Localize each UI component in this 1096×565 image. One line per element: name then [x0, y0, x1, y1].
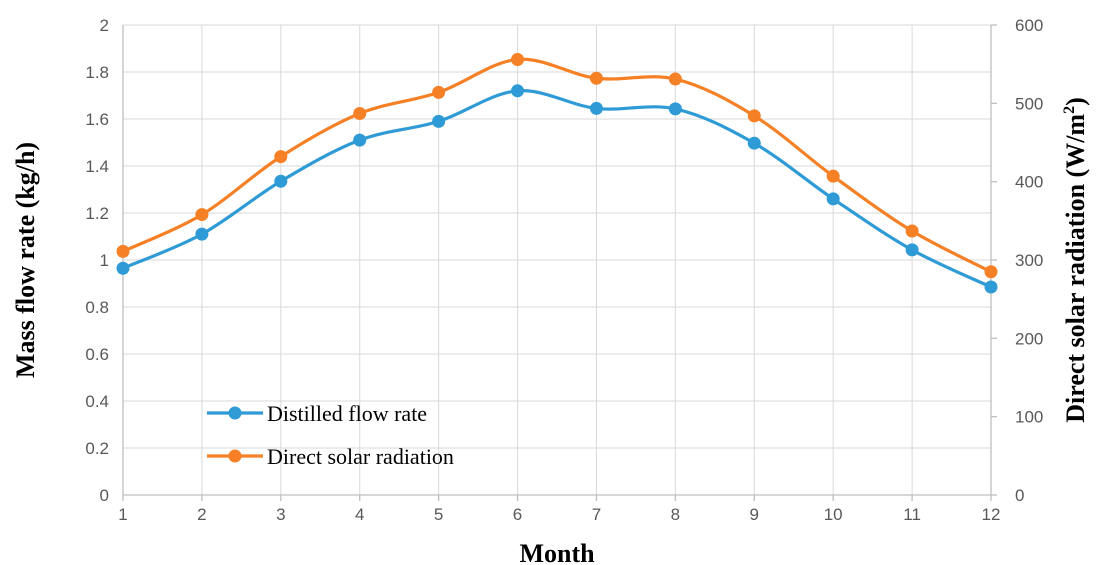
- legend-marker-direct-solar-radiation: [228, 449, 242, 463]
- data-point-distilled-flow-rate: [353, 133, 367, 147]
- y2-tick-label: 300: [1015, 251, 1043, 270]
- data-point-distilled-flow-rate: [747, 136, 761, 150]
- y-tick-label: 1.6: [85, 110, 109, 129]
- data-point-distilled-flow-rate: [826, 192, 840, 206]
- y2-axis-title-end: ): [1061, 97, 1090, 106]
- x-tick-label: 12: [982, 505, 1001, 524]
- y-tick-label: 0.4: [85, 392, 109, 411]
- legend-label-direct-solar-radiation: Direct solar radiation: [267, 444, 454, 469]
- data-point-direct-solar-radiation: [826, 169, 840, 183]
- data-point-distilled-flow-rate: [905, 243, 919, 257]
- series-line-direct-solar-radiation: [122, 57, 992, 274]
- legend-marker-distilled-flow-rate: [228, 406, 242, 420]
- y2-axis-title-main: Direct solar radiation (W/m: [1061, 114, 1090, 423]
- y-tick-label: 1.8: [85, 63, 109, 82]
- x-tick-label: 3: [276, 505, 285, 524]
- x-tick-label: 10: [824, 505, 843, 524]
- data-point-direct-solar-radiation: [511, 52, 525, 66]
- data-point-direct-solar-radiation: [589, 71, 603, 85]
- data-point-distilled-flow-rate: [589, 101, 603, 115]
- y-tick-label: 0.6: [85, 345, 109, 364]
- data-point-direct-solar-radiation: [274, 150, 288, 164]
- data-point-distilled-flow-rate: [274, 174, 288, 188]
- data-point-distilled-flow-rate: [984, 280, 998, 294]
- y-tick-label: 1: [100, 251, 109, 270]
- legend: Distilled flow rate Direct solar radiatio…: [207, 401, 454, 469]
- grid-lines: [123, 24, 991, 495]
- data-point-distilled-flow-rate: [116, 261, 130, 275]
- y2-axis-title: Direct solar radiation (W/m2): [1061, 97, 1090, 423]
- y-tick-label: 1.2: [85, 204, 109, 223]
- y2-tick-label: 500: [1015, 94, 1043, 113]
- legend-label-distilled-flow-rate: Distilled flow rate: [267, 401, 427, 426]
- series-line-distilled-flow-rate: [122, 89, 992, 289]
- data-point-distilled-flow-rate: [511, 84, 525, 98]
- y-tick-label: 1.4: [85, 157, 109, 176]
- tick-labels: 00.20.40.60.811.21.41.61.821 2 3 4 5 6 7 8 9 10 11…: [85, 16, 1043, 524]
- y-tick-label: 0: [100, 486, 109, 505]
- data-point-direct-solar-radiation: [984, 265, 998, 279]
- data-point-direct-solar-radiation: [116, 244, 130, 258]
- y2-tick-label: 100: [1015, 408, 1043, 427]
- data-point-direct-solar-radiation: [747, 109, 761, 123]
- y-tick-label: 0.8: [85, 298, 109, 317]
- x-tick-label: 11: [903, 505, 921, 524]
- data-point-distilled-flow-rate: [432, 114, 446, 128]
- x-tick-label: 2: [197, 505, 206, 524]
- series-direct-solar-radiation: [116, 52, 998, 279]
- data-point-direct-solar-radiation: [668, 72, 682, 86]
- y2-tick-label: 400: [1015, 173, 1043, 192]
- x-tick-label: 1: [118, 505, 127, 524]
- y2-tick-label: 600: [1015, 16, 1043, 35]
- x-tick-label: 6: [513, 505, 522, 524]
- data-point-distilled-flow-rate: [195, 227, 209, 241]
- x-tick-label: 7: [592, 505, 601, 524]
- x-tick-label: 9: [750, 505, 759, 524]
- data-point-direct-solar-radiation: [432, 85, 446, 99]
- x-axis-title: Month: [519, 539, 595, 565]
- y2-tick-label: 200: [1015, 329, 1043, 348]
- axes: [122, 24, 997, 501]
- series: [116, 52, 998, 294]
- data-point-distilled-flow-rate: [668, 102, 682, 116]
- y-tick-label: 0.2: [85, 439, 109, 458]
- y2-axis-title-superscript: 2: [1061, 106, 1078, 114]
- y-axis-title: Mass flow rate (kg/h): [11, 142, 40, 378]
- x-tick-label: 4: [355, 505, 364, 524]
- series-distilled-flow-rate: [116, 84, 998, 294]
- x-tick-label: 8: [671, 505, 680, 524]
- x-tick-label: 5: [434, 505, 443, 524]
- data-point-direct-solar-radiation: [353, 107, 367, 121]
- data-point-direct-solar-radiation: [195, 208, 209, 222]
- y-tick-label: 2: [100, 16, 109, 35]
- data-point-direct-solar-radiation: [905, 224, 919, 238]
- y2-tick-label: 0: [1015, 486, 1024, 505]
